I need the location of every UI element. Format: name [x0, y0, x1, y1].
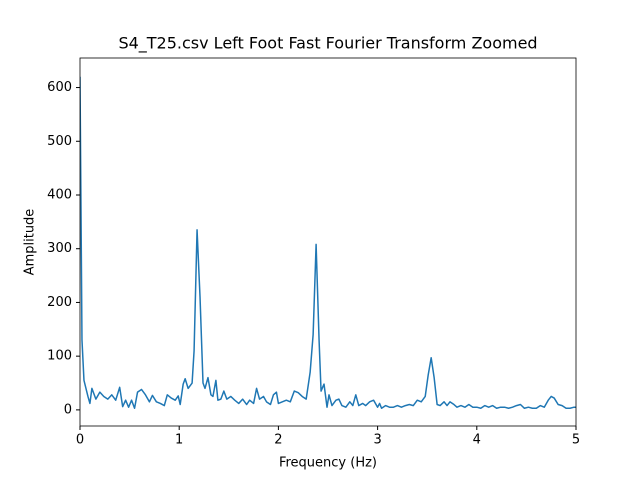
x-tick-label: 1: [175, 433, 183, 448]
x-tick-label: 0: [76, 433, 84, 448]
x-tick-label: 4: [473, 433, 481, 448]
data-line: [80, 76, 576, 410]
x-axis-label: Frequency (Hz): [279, 456, 377, 471]
y-tick-label: 400: [47, 187, 72, 202]
y-tick-label: 600: [47, 80, 72, 95]
y-tick-label: 100: [47, 349, 72, 364]
y-tick-label: 200: [47, 295, 72, 310]
y-tick-label: 500: [47, 134, 72, 149]
y-axis-label: Amplitude: [23, 209, 38, 276]
x-tick-label: 5: [572, 433, 580, 448]
chart-title: S4_T25.csv Left Foot Fast Fourier Transf…: [118, 34, 537, 54]
plot-frame: [79, 57, 577, 427]
x-tick-label: 2: [274, 433, 282, 448]
y-tick-label: 0: [64, 402, 72, 417]
y-tick-label: 300: [47, 241, 72, 256]
x-tick-label: 3: [373, 433, 381, 448]
